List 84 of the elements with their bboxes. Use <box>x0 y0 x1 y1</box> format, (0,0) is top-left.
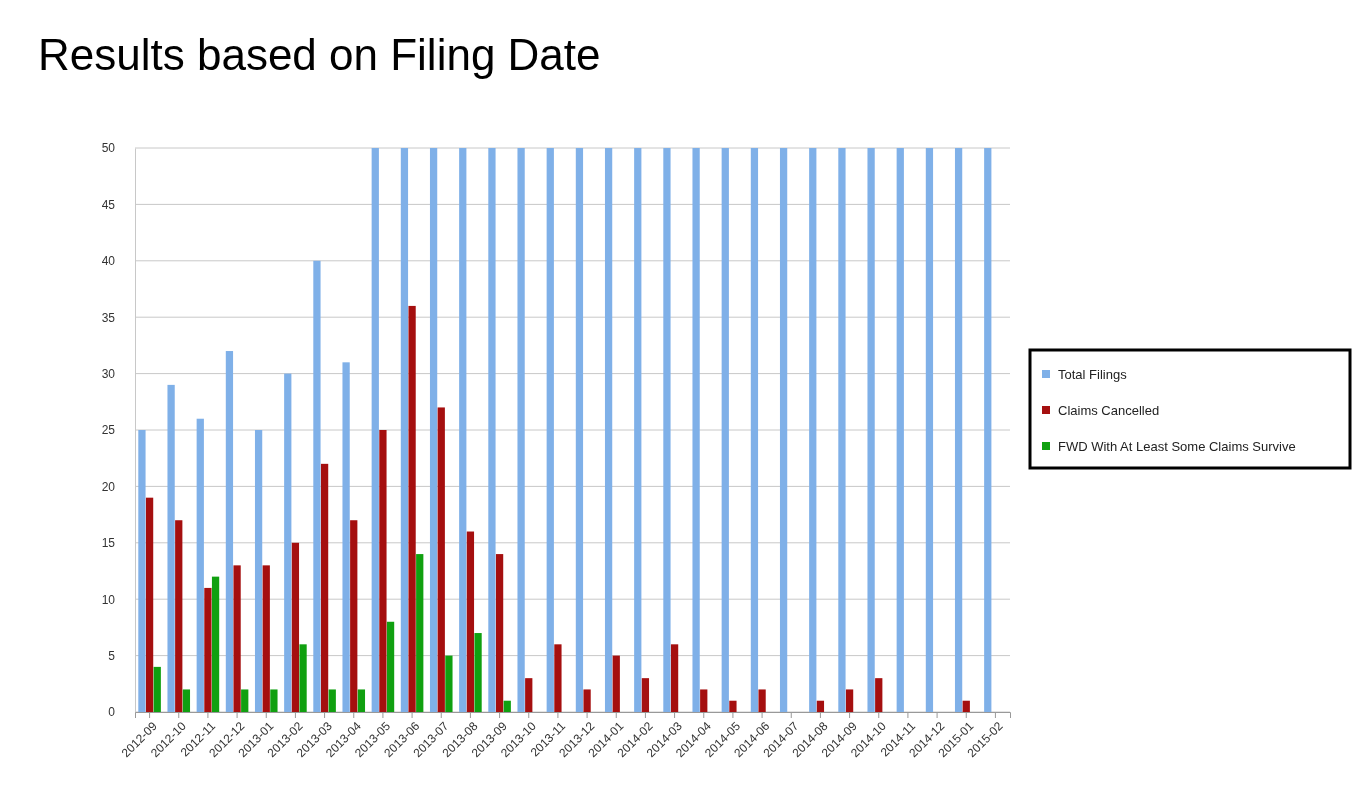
bar <box>845 689 854 712</box>
bar <box>313 260 321 712</box>
bar <box>634 148 642 712</box>
bar <box>758 689 766 712</box>
bar <box>503 700 511 712</box>
legend-label: Claims Cancelled <box>1058 403 1160 418</box>
bar <box>408 305 416 712</box>
y-tick-label: 25 <box>101 423 116 438</box>
bar <box>270 689 278 712</box>
bar <box>429 148 438 712</box>
bar <box>809 148 817 712</box>
bar <box>371 148 379 712</box>
bar <box>583 689 591 712</box>
y-tick-label: 15 <box>101 536 116 551</box>
bar <box>495 554 504 712</box>
bar <box>437 407 445 712</box>
bar <box>459 148 467 712</box>
bar <box>416 554 424 712</box>
bar <box>896 148 904 712</box>
bar <box>525 678 533 712</box>
bar <box>211 576 220 712</box>
bar <box>182 689 191 712</box>
bar <box>663 148 671 712</box>
bar <box>984 148 992 712</box>
bar <box>204 587 212 712</box>
bar <box>145 497 154 712</box>
bar <box>546 148 554 712</box>
bar <box>379 430 387 712</box>
bar <box>925 148 934 712</box>
bar <box>750 148 759 712</box>
bar <box>357 689 366 712</box>
bar <box>838 148 846 712</box>
bar <box>867 148 875 712</box>
bar <box>612 655 620 712</box>
bar <box>670 644 679 712</box>
y-tick-label: 50 <box>101 141 116 156</box>
bar <box>400 148 409 712</box>
legend-label: FWD With At Least Some Claims Survive <box>1058 439 1296 454</box>
bar <box>692 148 700 712</box>
bar <box>153 666 161 712</box>
legend-label: Total Filings <box>1058 367 1128 382</box>
y-tick-label: 0 <box>108 705 116 720</box>
bar <box>721 148 729 712</box>
y-tick-label: 45 <box>101 197 116 212</box>
bar <box>554 644 562 712</box>
bar <box>962 700 970 712</box>
bar <box>342 362 350 712</box>
bar <box>604 148 613 712</box>
bar <box>241 689 249 712</box>
bar <box>641 678 650 712</box>
bar <box>196 418 204 712</box>
bar <box>517 148 525 712</box>
y-tick-label: 20 <box>101 479 116 494</box>
bar <box>779 148 788 712</box>
chart-title: Results based on Filing Date <box>38 30 601 79</box>
bar <box>284 373 292 712</box>
bar <box>445 655 453 712</box>
bar <box>254 430 263 712</box>
y-tick-label: 40 <box>101 254 116 269</box>
bar <box>350 520 358 712</box>
bar <box>488 148 496 712</box>
bar <box>167 384 175 712</box>
bar <box>700 689 708 712</box>
bar <box>225 351 234 712</box>
bar <box>175 520 183 712</box>
bar <box>954 148 963 712</box>
bar <box>299 644 307 712</box>
y-tick-label: 10 <box>101 592 116 607</box>
bar <box>233 565 241 712</box>
bar <box>138 430 146 712</box>
bar <box>875 678 883 712</box>
bar <box>320 463 329 712</box>
bar <box>386 621 395 712</box>
bar <box>474 633 482 712</box>
y-tick-label: 35 <box>101 310 116 325</box>
bar <box>816 700 825 712</box>
bar <box>291 542 300 712</box>
y-tick-label: 5 <box>108 648 116 663</box>
bar <box>575 148 584 712</box>
bar <box>262 565 270 712</box>
bar <box>466 531 475 712</box>
bar <box>328 689 336 712</box>
bar <box>729 700 737 712</box>
y-tick-label: 30 <box>101 366 116 381</box>
